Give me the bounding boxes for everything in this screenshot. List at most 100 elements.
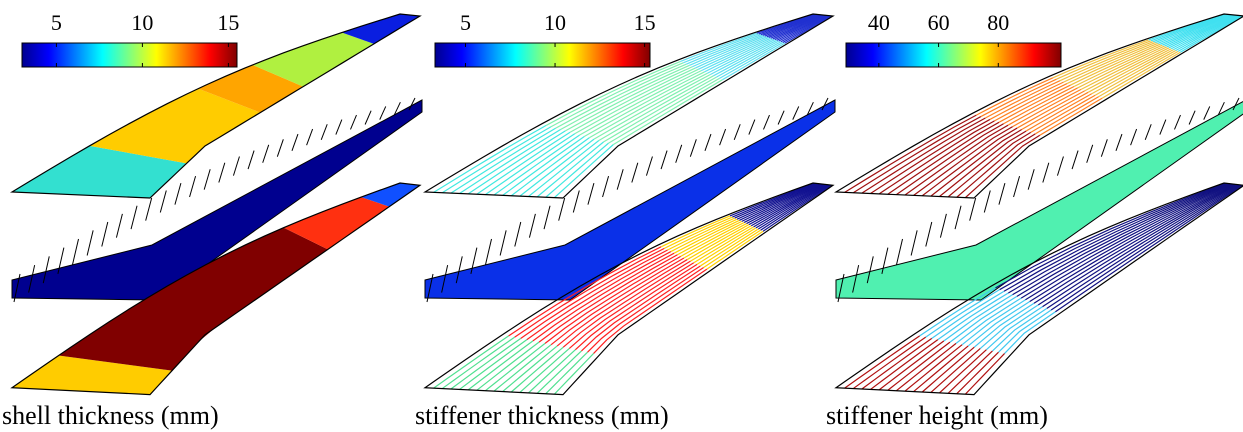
rib — [866, 256, 874, 284]
colorbar-tick-label: 80 — [987, 10, 1009, 35]
stiffener-line — [1030, 94, 1096, 133]
rib — [1159, 119, 1167, 135]
stiffener-line — [772, 14, 825, 40]
stiffener-line — [510, 346, 564, 393]
stiffener-line — [985, 80, 1061, 119]
rib — [514, 221, 522, 247]
rib — [72, 238, 80, 265]
stiffener-line — [556, 259, 688, 347]
spar-box — [11, 99, 423, 301]
rib — [733, 124, 741, 140]
stiffener-line — [476, 341, 540, 391]
stiffener-line — [852, 116, 982, 194]
stiffener-line — [1037, 184, 1239, 306]
stiffener-line — [760, 184, 831, 231]
stiffener-line — [919, 287, 996, 337]
panel-caption: shell thickness (mm) — [2, 401, 219, 430]
stiffener-line — [528, 140, 600, 197]
stiffener-line — [660, 215, 731, 248]
stiffener-line — [703, 229, 762, 269]
rib — [763, 114, 770, 130]
stiffener-line — [553, 144, 614, 199]
rib — [631, 162, 639, 183]
stiffener-line — [756, 13, 815, 34]
stiffener-line — [1070, 43, 1161, 86]
stiffener-line — [925, 289, 1001, 338]
stiffener-line — [695, 36, 768, 69]
stiffener-line — [1084, 47, 1170, 92]
stiffener-line — [1170, 14, 1239, 50]
stiffener-line — [1094, 49, 1177, 96]
stiffener-line — [1159, 14, 1232, 45]
rib — [115, 213, 123, 238]
stiffener-line — [467, 340, 534, 391]
panel-caption: stiffener height (mm) — [826, 401, 1048, 430]
stiffener-line — [741, 183, 821, 222]
colorbar-tick-label: 15 — [217, 10, 239, 35]
rib — [262, 144, 270, 163]
stiffener-line — [930, 347, 981, 393]
stiffener-line — [964, 353, 1006, 395]
stiffener-line — [696, 227, 757, 265]
rib — [1203, 106, 1211, 120]
rib — [719, 128, 727, 146]
rib — [1115, 133, 1123, 152]
stiffener-line — [753, 184, 828, 228]
stiffener-line — [768, 14, 822, 39]
stiffener-line — [1055, 184, 1243, 313]
rib — [777, 110, 785, 125]
stiffener-line — [780, 15, 830, 43]
stiffener-line — [679, 32, 758, 63]
rib — [499, 230, 507, 256]
stiffener-line — [762, 13, 819, 36]
stiffener-line — [562, 260, 691, 348]
stiffener-line — [746, 183, 824, 225]
stiffener-line — [760, 13, 817, 36]
stiffener-line — [603, 76, 717, 143]
rib — [203, 169, 211, 190]
colorbar-tick-label: 40 — [868, 10, 890, 35]
stiffener-line — [734, 182, 817, 219]
stiffener-line — [719, 41, 784, 79]
stiffener-line — [973, 302, 1035, 348]
colorbar-tick-label: 10 — [131, 10, 153, 35]
stiffener-line — [921, 127, 1018, 197]
stiffener-line — [683, 223, 747, 259]
stiffener-line — [1016, 90, 1085, 129]
stiffener-line — [844, 114, 977, 193]
stiffener-line — [943, 294, 1013, 342]
rib — [925, 221, 933, 247]
stiffener-line — [1073, 44, 1163, 88]
rib — [1056, 156, 1064, 176]
stiffener-line — [1003, 182, 1228, 292]
stiffener-line — [750, 183, 826, 227]
stiffener-line — [1080, 46, 1168, 90]
panel: 40 60 80 stiffener height (mm) — [826, 10, 1243, 430]
stiffener-line — [784, 15, 833, 44]
rib — [1130, 128, 1138, 146]
stiffener-line — [433, 335, 510, 389]
stiffener-line — [608, 77, 720, 144]
stiffener-line — [553, 353, 595, 395]
rib — [645, 156, 653, 176]
stiffener-line — [1059, 41, 1154, 82]
rib — [939, 213, 947, 238]
stiffener-line — [1012, 183, 1231, 296]
rib — [837, 273, 845, 303]
stiffener-line — [1046, 184, 1241, 309]
rib — [1217, 101, 1225, 116]
stiffener-line — [560, 64, 690, 131]
rib — [276, 139, 284, 157]
stiffener-line — [956, 351, 999, 395]
rib — [408, 97, 416, 111]
rib — [86, 230, 94, 256]
stiffener-line — [568, 262, 695, 349]
stiffener-line — [565, 66, 693, 132]
stiffener-line — [450, 127, 557, 194]
stiffener-line — [545, 61, 681, 126]
stiffener-line — [485, 342, 546, 392]
rib — [896, 238, 904, 265]
stiffener-line — [574, 68, 699, 135]
stiffener-line — [1087, 48, 1172, 93]
stiffener-line — [980, 78, 1057, 118]
